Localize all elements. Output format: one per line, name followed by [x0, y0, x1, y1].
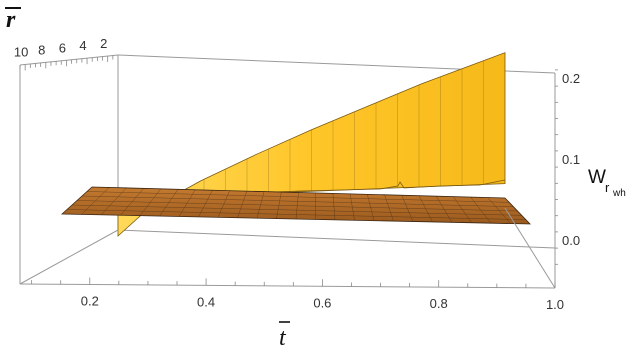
r-axis-ticks — [19, 55, 114, 71]
mesh-line — [81, 195, 514, 207]
w-tick-label: 0.2 — [562, 71, 580, 86]
r-tick-label: 6 — [59, 40, 66, 55]
t-axis-tick-labels: 0.2 0.4 0.6 0.8 1.0 — [81, 294, 564, 312]
r-tick-label: 8 — [38, 42, 45, 57]
mesh-line — [71, 204, 522, 216]
r-tick-label: 10 — [14, 44, 28, 59]
bounding-box-front — [19, 65, 556, 289]
t-axis-ticks — [31, 277, 556, 288]
w-tick-label: 0.0 — [562, 233, 580, 248]
mesh-line — [76, 200, 518, 212]
svg-text:r: r — [605, 180, 610, 195]
t-tick-label: 0.4 — [197, 294, 215, 309]
svg-text:t: t — [279, 325, 287, 351]
r-tick-label: 2 — [100, 36, 107, 51]
r-axis-label: r — [5, 7, 21, 33]
w-axis-tick-labels: 0.0 0.1 0.2 — [562, 71, 580, 248]
t-axis-label: t — [279, 321, 290, 351]
lower-surface — [60, 186, 531, 225]
svg-text:wh: wh — [612, 188, 626, 199]
t-tick-label: 0.6 — [313, 295, 331, 310]
r-tick-label: 4 — [79, 38, 86, 53]
lower-surface-mesh — [66, 187, 526, 224]
svg-text:W: W — [588, 167, 606, 188]
svg-text:r: r — [6, 7, 16, 33]
upper-surface-mesh — [139, 60, 484, 217]
w-tick-label: 0.1 — [562, 152, 580, 167]
t-tick-label: 1.0 — [546, 297, 564, 312]
t-tick-label: 0.2 — [81, 294, 99, 309]
t-tick-label: 0.8 — [430, 296, 448, 311]
w-axis-ticks — [555, 69, 558, 265]
mesh-line — [66, 209, 526, 220]
mesh-line — [86, 191, 510, 203]
w-axis-label: W r wh — [588, 167, 626, 199]
